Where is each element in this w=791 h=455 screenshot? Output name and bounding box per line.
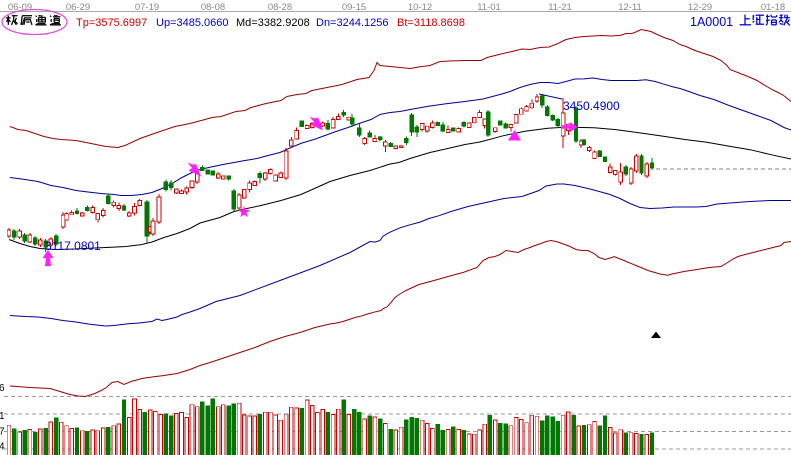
svg-text:12-11: 12-11 bbox=[618, 2, 642, 13]
svg-text:10-12: 10-12 bbox=[408, 2, 432, 13]
svg-text:11-01: 11-01 bbox=[477, 2, 501, 13]
svg-text:Dn=3244.1256: Dn=3244.1256 bbox=[316, 17, 388, 29]
svg-text:Bt=3118.8698: Bt=3118.8698 bbox=[397, 17, 465, 29]
svg-text:7: 7 bbox=[0, 427, 5, 438]
svg-text:Up=3485.0660: Up=3485.0660 bbox=[156, 17, 228, 29]
svg-text:3117.0801: 3117.0801 bbox=[45, 239, 101, 253]
svg-text:01-18: 01-18 bbox=[761, 2, 785, 13]
svg-text:12-29: 12-29 bbox=[688, 2, 712, 13]
svg-text:06-29: 06-29 bbox=[66, 2, 90, 13]
svg-text:1: 1 bbox=[0, 411, 5, 422]
svg-text:Tp=3575.6997: Tp=3575.6997 bbox=[76, 17, 147, 29]
svg-text:Md=3382.9208: Md=3382.9208 bbox=[236, 17, 310, 29]
svg-text:4: 4 bbox=[0, 442, 5, 453]
svg-text:11-21: 11-21 bbox=[548, 2, 572, 13]
svg-text:06-09: 06-09 bbox=[8, 2, 32, 13]
svg-text:08-28: 08-28 bbox=[268, 2, 292, 13]
svg-text:08-08: 08-08 bbox=[201, 2, 225, 13]
svg-text:07-19: 07-19 bbox=[135, 2, 159, 13]
svg-text:3450.4900: 3450.4900 bbox=[563, 99, 620, 113]
svg-text:1A0001: 1A0001 bbox=[690, 15, 733, 29]
svg-text:6: 6 bbox=[0, 383, 5, 394]
svg-text:09-15: 09-15 bbox=[342, 2, 366, 13]
